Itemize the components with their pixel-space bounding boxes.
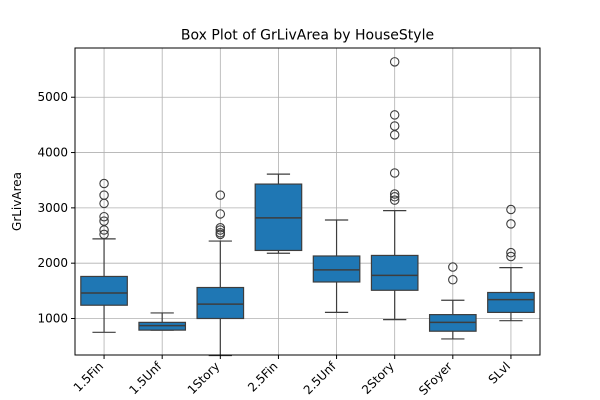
y-ticks: 1000 2000 3000 4000 5000 bbox=[37, 90, 75, 325]
outlier-point bbox=[506, 204, 516, 215]
outlier-point bbox=[389, 195, 400, 205]
outlier-point bbox=[448, 275, 458, 285]
outlier-point bbox=[389, 110, 400, 120]
x-tick-label: 1Story bbox=[185, 359, 223, 397]
y-tick-label: 3000 bbox=[37, 201, 68, 215]
outlier-point bbox=[215, 190, 226, 200]
outlier-point bbox=[99, 229, 109, 240]
outlier-point bbox=[506, 219, 516, 229]
axes bbox=[74, 47, 541, 356]
boxes bbox=[80, 57, 535, 357]
y-tick-label: 5000 bbox=[37, 90, 68, 104]
iqr-box bbox=[370, 254, 419, 291]
outlier-point bbox=[506, 247, 516, 258]
box-SLvl bbox=[487, 204, 535, 322]
outlier-point bbox=[506, 251, 516, 262]
x-tick-label: SLvl bbox=[486, 359, 513, 386]
x-tick-label: 2Story bbox=[359, 359, 397, 397]
box-2Story bbox=[370, 57, 419, 321]
y-axis-label: GrLivArea bbox=[10, 172, 24, 231]
outlier-point bbox=[99, 190, 109, 200]
outlier-point bbox=[215, 228, 226, 238]
y-tick-label: 4000 bbox=[37, 146, 68, 160]
plot-frame bbox=[74, 47, 541, 356]
chart-title: Box Plot of GrLivArea by HouseStyle bbox=[181, 28, 434, 44]
outlier-point bbox=[448, 262, 458, 272]
box-2.5Unf bbox=[312, 219, 361, 314]
x-tick-label: 1.5Fin bbox=[71, 359, 106, 394]
y-tick-label: 1000 bbox=[37, 311, 68, 325]
outlier-point bbox=[389, 121, 400, 131]
outlier-point bbox=[215, 223, 226, 233]
outlier-point bbox=[389, 192, 400, 202]
iqr-box bbox=[80, 275, 128, 306]
outlier-point bbox=[389, 168, 400, 178]
x-tick-label: 1.5Unf bbox=[126, 359, 165, 398]
box-1.5Unf bbox=[138, 312, 187, 331]
outlier-point bbox=[99, 211, 109, 222]
iqr-box bbox=[312, 255, 361, 283]
outlier-point bbox=[389, 57, 400, 67]
outlier-point bbox=[99, 216, 109, 226]
y-tick-label: 2000 bbox=[37, 256, 68, 270]
outlier-point bbox=[389, 189, 400, 199]
box-SFoyer bbox=[428, 262, 477, 340]
iqr-box bbox=[487, 291, 535, 314]
iqr-box bbox=[196, 286, 245, 320]
outlier-point bbox=[215, 209, 226, 219]
x-tick-label: 2.5Unf bbox=[301, 359, 340, 398]
box-1.5Fin bbox=[80, 178, 128, 333]
x-ticks: 1.5Fin 1.5Unf 1Story 2.5Fin 2.5Unf 2Story SFoy… bbox=[71, 355, 513, 398]
x-tick-label: SFoyer bbox=[416, 359, 455, 398]
x-tick-label: 2.5Fin bbox=[245, 359, 280, 394]
grid-lines bbox=[75, 48, 540, 355]
box-2.5Fin bbox=[254, 173, 303, 254]
outlier-point bbox=[99, 178, 109, 189]
